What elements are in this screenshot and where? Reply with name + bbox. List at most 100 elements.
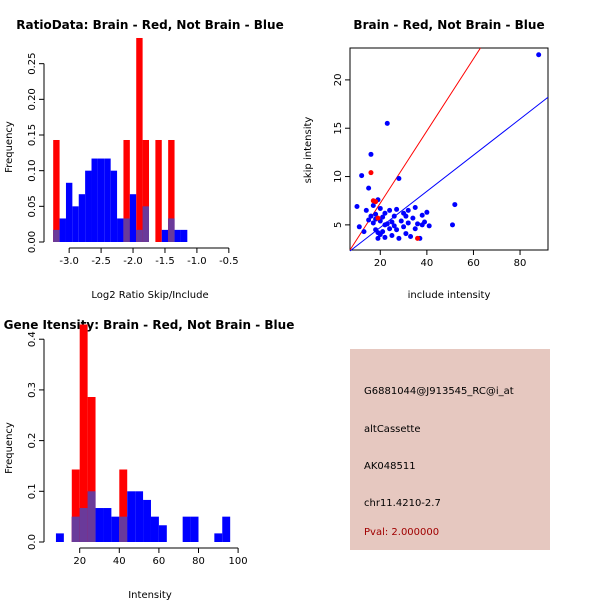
scatter-title: Brain - Red, Not Brain - Blue <box>353 18 544 32</box>
gene-histogram-bar-overlap <box>87 491 96 542</box>
ratio-histogram-y-tick-label: 0.25 <box>27 53 38 75</box>
scatter-point-not-brain <box>384 120 390 126</box>
probe-id-text: G6881044@J913545_RC@i_at <box>364 386 514 397</box>
gene-histogram-bar-not-brain <box>95 508 104 542</box>
ratio-histogram-bar-brain <box>123 139 130 242</box>
intensity-scatter-panel: Brain - Red, Not Brain - Blue include in… <box>303 18 549 301</box>
ratio-histogram-y-tick-label: 0.15 <box>27 124 38 146</box>
gene-histogram-y-tick-label: 0.4 <box>27 331 38 347</box>
ratio-histogram-x-tick-label: -1.5 <box>155 256 175 267</box>
scatter-point-not-brain <box>405 220 411 226</box>
gene-histogram-x-tick-label: 20 <box>73 556 86 567</box>
gene-histogram-bar-not-brain <box>158 525 167 542</box>
ratio-histogram-bar-not-brain <box>78 194 86 242</box>
ratio-histogram-xlabel: Log2 Ratio Skip/Include <box>91 290 208 301</box>
gene-histogram-ylabel: Frequency <box>4 422 15 474</box>
scatter-y-tick-label: 5 <box>333 222 344 228</box>
scatter-point-not-brain <box>389 219 395 225</box>
ratio-histogram-bar-not-brain <box>117 218 124 242</box>
scatter-point-not-brain <box>368 213 374 219</box>
scatter-point-not-brain <box>366 185 372 191</box>
gene-histogram-x-tick-label: 60 <box>153 556 166 567</box>
gene-histogram-y-tick-label: 0.2 <box>27 433 38 449</box>
scatter-point-not-brain <box>419 212 425 218</box>
scatter-x-tick-label: 80 <box>514 258 527 269</box>
scatter-point-not-brain <box>377 205 383 211</box>
scatter-point-not-brain <box>363 207 369 213</box>
scatter-ylabel: skip intensity <box>303 117 314 184</box>
gene-histogram-x-tick-label: 80 <box>192 556 205 567</box>
scatter-point-not-brain <box>424 209 430 215</box>
ratio-histogram-y-tick-label: 0.20 <box>27 88 38 110</box>
ratio-histogram-bar-brain <box>168 139 175 242</box>
scatter-fit-line <box>349 96 549 252</box>
ratio-histogram-bar-not-brain <box>129 194 137 242</box>
scatter-point-not-brain <box>375 235 381 241</box>
gene-histogram-bar-not-brain <box>182 516 191 542</box>
scatter-point-not-brain <box>449 222 455 228</box>
scatter-point-not-brain <box>373 211 379 217</box>
ratio-histogram-bar-not-brain <box>91 158 98 242</box>
scatter-point-not-brain <box>412 226 418 232</box>
gene-histogram-bar-overlap <box>79 508 88 542</box>
scatter-point-brain <box>375 215 381 221</box>
scatter-point-not-brain <box>382 210 388 216</box>
ratio-histogram-bar-not-brain <box>65 182 73 242</box>
event-type-text: altCassette <box>364 424 421 435</box>
ratio-histogram-bar-brain <box>53 139 60 242</box>
ratio-histogram-bar-brain <box>142 139 149 242</box>
scatter-point-not-brain <box>389 233 395 239</box>
gene-histogram-bar-not-brain <box>135 491 144 542</box>
scatter-point-not-brain <box>426 223 432 229</box>
ratio-histogram-bar-not-brain <box>85 170 92 242</box>
scatter-point-not-brain <box>356 224 362 230</box>
scatter-point-not-brain <box>370 203 376 209</box>
gene-histogram-x-tick-label: 40 <box>113 556 126 567</box>
gene-histogram-bar-not-brain <box>127 491 136 542</box>
ratio-histogram-x-tick-label: -1.0 <box>187 256 207 267</box>
ratio-histogram-y-tick-label: 0.10 <box>27 160 38 182</box>
scatter-point-not-brain <box>380 229 386 235</box>
scatter-y-tick-label: 20 <box>333 74 344 87</box>
ratio-histogram-bar-brain <box>155 139 162 242</box>
scatter-point-not-brain <box>387 207 393 213</box>
scatter-point-not-brain <box>412 204 418 210</box>
scatter-point-not-brain <box>384 221 390 227</box>
gene-histogram-bar-not-brain <box>214 533 223 542</box>
ratio-histogram-bar-not-brain <box>59 218 66 242</box>
ratio-histogram-bar-not-brain <box>110 170 118 242</box>
gene-histogram-bar-brain <box>79 324 88 542</box>
ratio-histogram-y-tick-label: 0.05 <box>27 195 38 217</box>
ratio-histogram-panel: RatioData: Brain - Red, Not Brain - Blue… <box>4 18 284 301</box>
gene-histogram-y-tick-label: 0.1 <box>27 483 38 499</box>
scatter-point-not-brain <box>452 202 458 208</box>
scatter-point-not-brain <box>396 175 402 181</box>
gene-histogram-bar-brain <box>87 397 96 542</box>
ratio-histogram-bar-brain <box>136 37 143 243</box>
ratio-histogram-y-tick-label: 0.00 <box>27 231 38 253</box>
gene-histogram-bar-not-brain <box>143 499 151 542</box>
ratio-histogram-bar-not-brain <box>180 229 188 242</box>
ratio-histogram-bar-overlap <box>123 218 130 242</box>
scatter-point-not-brain <box>382 234 388 240</box>
gene-histogram-bar-brain <box>71 469 80 542</box>
scatter-point-not-brain <box>408 233 414 239</box>
ratio-histogram-x-tick-label: -0.5 <box>219 256 239 267</box>
ratio-histogram-title: RatioData: Brain - Red, Not Brain - Blue <box>16 18 283 32</box>
ratio-histogram-x-tick-label: -2.5 <box>91 256 111 267</box>
gene-histogram-bar-not-brain <box>222 516 231 542</box>
scatter-point-brain <box>373 199 379 205</box>
gene-histogram-bar-not-brain <box>190 516 199 542</box>
accession-text: AK048511 <box>364 461 416 472</box>
scatter-point-not-brain <box>403 231 409 237</box>
gene-histogram-bar-not-brain <box>55 533 64 542</box>
gene-histogram-bar-overlap <box>71 516 80 542</box>
scatter-x-tick-label: 20 <box>374 258 387 269</box>
gene-intensity-histogram-panel: Gene Itensity: Brain - Red, Not Brain - … <box>4 318 295 600</box>
scatter-point-not-brain <box>370 220 376 226</box>
scatter-point-not-brain <box>354 204 360 210</box>
ratio-histogram-bar-overlap <box>136 229 143 242</box>
scatter-point-brain <box>368 170 374 176</box>
scatter-point-not-brain <box>394 227 400 233</box>
gene-histogram-y-tick-label: 0.3 <box>27 382 38 398</box>
